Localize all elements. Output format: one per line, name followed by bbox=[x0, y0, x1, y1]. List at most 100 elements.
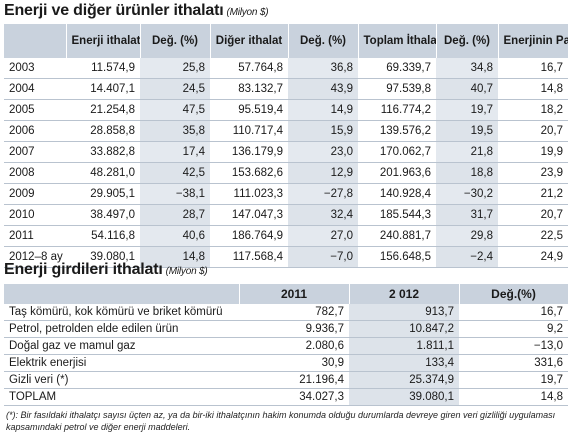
table1-cell: 18,8 bbox=[436, 162, 498, 184]
footnote: (*): Bir fasıldaki ithalatçı sayısı üçte… bbox=[6, 410, 556, 432]
table-row: Doğal gaz ve mamul gaz 2.080,6 1.811,1 −13,… bbox=[4, 337, 568, 355]
table1-cell: 147.047,3 bbox=[210, 204, 288, 226]
table1-header-3: Diğer ithalat bbox=[210, 24, 289, 58]
table1-header-2: Değ. (%) bbox=[140, 24, 211, 58]
table2-row-label: Taş kömürü, kok kömürü ve briket kömürü bbox=[4, 304, 239, 321]
table2-row-label: Doğal gaz ve mamul gaz bbox=[4, 337, 239, 355]
table1-cell: 34,8 bbox=[436, 58, 498, 79]
table-row: Taş kömürü, kok kömürü ve briket kömürü 7… bbox=[4, 304, 568, 321]
table1-cell: 110.717,4 bbox=[210, 120, 288, 142]
table1-header-7: Enerjinin Payı (%) bbox=[498, 24, 569, 58]
table1-cell: 27,0 bbox=[288, 225, 358, 247]
table1-title: Enerji ve diğer ürünler ithalatı (Milyon … bbox=[4, 2, 269, 20]
table1-cell: 35,8 bbox=[140, 120, 210, 142]
table1-cell: 23,9 bbox=[498, 162, 568, 184]
table1-cell: 18,2 bbox=[498, 99, 568, 121]
table1-cell: 54.116,8 bbox=[66, 225, 140, 247]
table1-cell: −30,2 bbox=[436, 183, 498, 205]
table2-cell: 25.374,9 bbox=[349, 371, 459, 389]
table1-unit: (Milyon $) bbox=[226, 7, 269, 18]
table1-cell: 25,8 bbox=[140, 58, 210, 79]
table1-cell: 48.281,0 bbox=[66, 162, 140, 184]
table2-header-row: 2011 2 012 Değ.(%) bbox=[4, 284, 569, 304]
table2-row-label: TOPLAM bbox=[4, 388, 239, 406]
table2-cell: 913,7 bbox=[349, 304, 459, 321]
table1-cell: 116.774,2 bbox=[358, 99, 436, 121]
table1-cell: −7,0 bbox=[288, 246, 358, 268]
table1-cell: 83.132,7 bbox=[210, 78, 288, 100]
table1-header-0 bbox=[4, 24, 67, 58]
table-row: 2008 48.281,0 42,5 153.682,6 12,9 201.963,6 18… bbox=[4, 162, 568, 184]
table2-cell: 9.936,7 bbox=[239, 320, 349, 338]
table-row: TOPLAM 34.027,3 39.080,1 14,8 bbox=[4, 388, 568, 406]
table1-cell: 19,5 bbox=[436, 120, 498, 142]
table1-header-4: Değ. (%) bbox=[288, 24, 359, 58]
table2-cell: 14,8 bbox=[459, 388, 568, 406]
table1-cell: 57.764,8 bbox=[210, 58, 288, 79]
table1-cell: 21,8 bbox=[436, 141, 498, 163]
table1-row-label: 2012–8 ay bbox=[4, 246, 66, 268]
table1-cell: 156.648,5 bbox=[358, 246, 436, 268]
table1-header-6: Değ. (%) bbox=[436, 24, 499, 58]
table1-row-label: 2008 bbox=[4, 162, 66, 184]
table1-cell: 16,7 bbox=[498, 58, 568, 79]
table1-cell: 117.568,4 bbox=[210, 246, 288, 268]
table2-cell: 10.847,2 bbox=[349, 320, 459, 338]
table1-cell: 19,9 bbox=[498, 141, 568, 163]
table1-cell: 29.905,1 bbox=[66, 183, 140, 205]
table1-cell: 95.519,4 bbox=[210, 99, 288, 121]
table1-cell: 42,5 bbox=[140, 162, 210, 184]
table2-cell: 21.196,4 bbox=[239, 371, 349, 389]
table1-cell: −27,8 bbox=[288, 183, 358, 205]
table2-row-label: Gizli veri (*) bbox=[4, 371, 239, 389]
table2-cell: 133,4 bbox=[349, 354, 459, 372]
table-row: 2004 14.407,1 24,5 83.132,7 43,9 97.539,8 40,7… bbox=[4, 78, 568, 100]
table1-cell: 185.544,3 bbox=[358, 204, 436, 226]
table-row: 2005 21.254,8 47,5 95.519,4 14,9 116.774,2 19,… bbox=[4, 99, 568, 121]
table1-cell: 19,7 bbox=[436, 99, 498, 121]
table1-cell: 31,7 bbox=[436, 204, 498, 226]
table1-cell: 20,7 bbox=[498, 204, 568, 226]
table1-cell: 40,7 bbox=[436, 78, 498, 100]
table2-unit: (Milyon $) bbox=[165, 266, 208, 277]
table1-cell: 24,5 bbox=[140, 78, 210, 100]
table2-cell: 34.027,3 bbox=[239, 388, 349, 406]
table1-cell: −38,1 bbox=[140, 183, 210, 205]
table1-cell: 15,9 bbox=[288, 120, 358, 142]
table2-header-3: Değ.(%) bbox=[459, 284, 569, 304]
table1-cell: 20,7 bbox=[498, 120, 568, 142]
table1-cell: 136.179,9 bbox=[210, 141, 288, 163]
table1-cell: 40,6 bbox=[140, 225, 210, 247]
table1-cell: 32,4 bbox=[288, 204, 358, 226]
table1-cell: 69.339,7 bbox=[358, 58, 436, 79]
table1-cell: 29,8 bbox=[436, 225, 498, 247]
table1-cell: 33.882,8 bbox=[66, 141, 140, 163]
table2-cell: 9,2 bbox=[459, 320, 568, 338]
table1-row-label: 2003 bbox=[4, 58, 66, 79]
table-row: 2009 29.905,1 −38,1 111.023,3 −27,8 140.928,4… bbox=[4, 183, 568, 205]
table2-cell: 16,7 bbox=[459, 304, 568, 321]
table2-body: Taş kömürü, kok kömürü ve briket kömürü 7… bbox=[4, 304, 568, 406]
table2-row-label: Elektrik enerjisi bbox=[4, 354, 239, 372]
table2-cell: 39.080,1 bbox=[349, 388, 459, 406]
table1-row-label: 2006 bbox=[4, 120, 66, 142]
table2-title-text: Enerji girdileri ithalatı bbox=[4, 261, 163, 278]
table1-cell: −2,4 bbox=[436, 246, 498, 268]
table2-header-0 bbox=[4, 284, 240, 304]
table2-row-label: Petrol, petrolden elde edilen ürün bbox=[4, 320, 239, 338]
table1-cell: 201.963,6 bbox=[358, 162, 436, 184]
table1-header-5: Toplam İthalat bbox=[358, 24, 437, 58]
table1-cell: 111.023,3 bbox=[210, 183, 288, 205]
table2-cell: 30,9 bbox=[239, 354, 349, 372]
table1-cell: 140.928,4 bbox=[358, 183, 436, 205]
table1-cell: 28,7 bbox=[140, 204, 210, 226]
table1-cell: 38.497,0 bbox=[66, 204, 140, 226]
table2-cell: 2.080,6 bbox=[239, 337, 349, 355]
table-row: 2006 28.858,8 35,8 110.717,4 15,9 139.576,2 19… bbox=[4, 120, 568, 142]
table2-cell: −13,0 bbox=[459, 337, 568, 355]
table1-cell: 11.574,9 bbox=[66, 58, 140, 79]
table1-cell: 17,4 bbox=[140, 141, 210, 163]
table-row: 2010 38.497,0 28,7 147.047,3 32,4 185.544,3 31… bbox=[4, 204, 568, 226]
table1-body: 2003 11.574,9 25,8 57.764,8 36,8 69.339,7 34,8… bbox=[4, 58, 568, 268]
table1-cell: 14,9 bbox=[288, 99, 358, 121]
